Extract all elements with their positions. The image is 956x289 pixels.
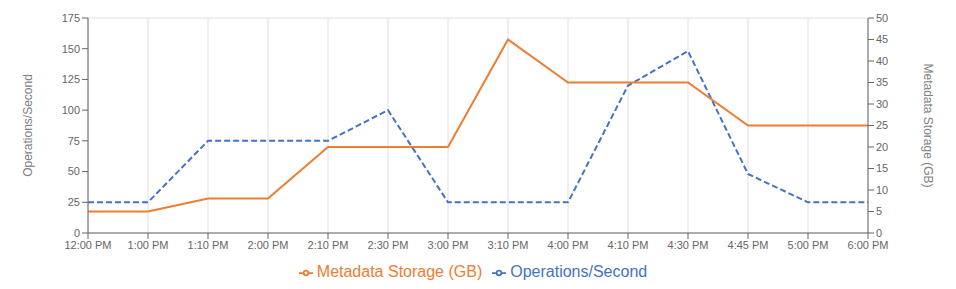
svg-text:10: 10 (876, 184, 888, 196)
html-text:Operations/Second: Operations/Second (510, 263, 648, 280)
svg-text:50: 50 (68, 165, 80, 177)
svg-text:Metadata Storage (GB): Metadata Storage (GB) (921, 63, 935, 187)
svg-text:15: 15 (876, 162, 888, 174)
svg-text:25: 25 (68, 196, 80, 208)
svg-text:12:00 PM: 12:00 PM (64, 239, 111, 251)
svg-text:2:10 PM: 2:10 PM (308, 239, 349, 251)
svg-text:0: 0 (74, 227, 80, 239)
svg-text:Operations/Second: Operations/Second (21, 74, 35, 177)
svg-text:125: 125 (62, 73, 80, 85)
svg-text:4:30 PM: 4:30 PM (668, 239, 709, 251)
svg-text:25: 25 (876, 119, 888, 131)
svg-text:3:00 PM: 3:00 PM (428, 239, 469, 251)
svg-text:45: 45 (876, 33, 888, 45)
svg-text:0: 0 (876, 227, 882, 239)
svg-text:2:30 PM: 2:30 PM (368, 239, 409, 251)
svg-text:4:45 PM: 4:45 PM (728, 239, 769, 251)
svg-text:75: 75 (68, 135, 80, 147)
svg-text:4:10 PM: 4:10 PM (608, 239, 649, 251)
svg-text:20: 20 (876, 141, 888, 153)
svg-text:1:00 PM: 1:00 PM (128, 239, 169, 251)
html-text:Metadata Storage (GB): Metadata Storage (GB) (316, 263, 483, 280)
svg-text:150: 150 (62, 43, 80, 55)
svg-text:5: 5 (876, 205, 882, 217)
svg-text:50: 50 (876, 12, 888, 24)
svg-text:30: 30 (876, 98, 888, 110)
svg-text:175: 175 (62, 12, 80, 24)
svg-text:4:00 PM: 4:00 PM (548, 239, 589, 251)
svg-text:3:10 PM: 3:10 PM (488, 239, 529, 251)
svg-text:100: 100 (62, 104, 80, 116)
svg-text:1:10 PM: 1:10 PM (188, 239, 229, 251)
svg-text:6:00 PM: 6:00 PM (848, 239, 889, 251)
svg-text:2:00 PM: 2:00 PM (248, 239, 289, 251)
svg-text:40: 40 (876, 55, 888, 67)
svg-text:35: 35 (876, 76, 888, 88)
svg-text:5:00 PM: 5:00 PM (788, 239, 829, 251)
